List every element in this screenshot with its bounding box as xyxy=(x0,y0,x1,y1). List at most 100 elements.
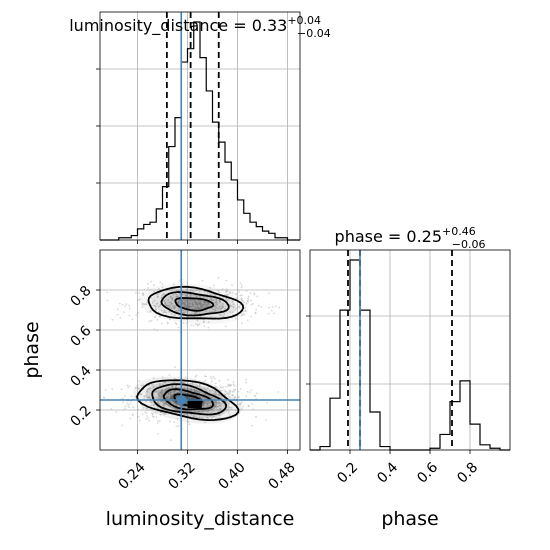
scatter-point xyxy=(247,405,250,408)
scatter-point xyxy=(207,405,210,408)
scatter-point xyxy=(145,418,147,420)
scatter-point xyxy=(198,312,201,315)
scatter-point xyxy=(230,406,233,409)
scatter-point xyxy=(143,395,146,398)
scatter-point xyxy=(234,309,237,312)
scatter-point xyxy=(129,402,132,405)
scatter-point xyxy=(195,308,198,310)
scatter-point xyxy=(211,389,214,392)
scatter-point xyxy=(190,294,193,296)
scatter-point xyxy=(236,403,239,406)
scatter-point xyxy=(246,390,249,393)
scatter-point xyxy=(208,395,211,397)
scatter-point xyxy=(189,382,192,385)
scatter-point xyxy=(177,425,180,428)
scatter-point xyxy=(178,408,181,411)
scatter-point xyxy=(152,404,155,407)
scatter-point xyxy=(118,302,121,305)
scatter-point xyxy=(175,293,178,296)
title-luminosity-distance-equals: = xyxy=(228,16,252,35)
scatter-point xyxy=(231,284,233,286)
scatter-point xyxy=(271,305,274,308)
phase-xtick-label: 0.8 xyxy=(454,460,481,487)
scatter-point xyxy=(128,307,131,310)
scatter-point xyxy=(202,304,205,306)
scatter-point xyxy=(124,405,127,407)
scatter-point xyxy=(205,310,207,313)
scatter-point xyxy=(141,306,144,309)
scatter-point xyxy=(215,298,218,301)
scatter-point xyxy=(143,396,146,399)
scatter-point xyxy=(246,300,249,302)
luminosity-distance-histogram-step xyxy=(100,21,300,241)
scatter-point xyxy=(245,290,248,292)
scatter-point xyxy=(169,420,171,423)
scatter-point xyxy=(184,301,187,304)
scatter-point xyxy=(183,386,186,388)
scatter-point xyxy=(157,392,160,395)
scatter-point xyxy=(164,302,167,304)
scatter-point xyxy=(158,389,161,392)
scatter-point xyxy=(218,314,221,316)
scatter-point xyxy=(115,410,118,413)
scatter-point xyxy=(166,396,169,399)
scatter-point xyxy=(143,288,146,291)
phase-ytick-label: 0.4 xyxy=(68,363,95,390)
scatter-point xyxy=(165,311,168,314)
scatter-point xyxy=(236,303,239,306)
scatter-point xyxy=(216,401,219,403)
scatter-point xyxy=(192,382,194,385)
scatter-point xyxy=(132,406,135,409)
scatter-point xyxy=(225,288,228,291)
scatter-point xyxy=(175,395,178,398)
title-luminosity-distance-minus: −0.04 xyxy=(297,27,331,40)
scatter-point xyxy=(273,312,275,315)
scatter-point xyxy=(154,397,156,399)
scatter-point xyxy=(182,322,185,325)
scatter-point xyxy=(219,307,222,310)
scatter-point xyxy=(227,393,230,396)
phase-ytick-label: 0.8 xyxy=(68,283,95,310)
phase-xtick-label: 0.4 xyxy=(374,459,401,486)
scatter-point xyxy=(138,292,141,294)
scatter-point xyxy=(165,403,168,406)
scatter-point xyxy=(203,290,206,293)
scatter-point xyxy=(235,307,238,310)
scatter-point xyxy=(229,311,232,313)
scatter-point xyxy=(175,425,178,428)
scatter-point xyxy=(221,288,224,290)
scatter-point xyxy=(122,311,125,314)
scatter-point xyxy=(188,423,191,426)
scatter-point xyxy=(130,395,133,398)
scatter-point xyxy=(195,323,197,325)
scatter-point xyxy=(169,295,172,298)
scatter-point xyxy=(201,279,204,282)
density-layer xyxy=(176,297,212,311)
scatter-point xyxy=(225,385,227,388)
scatter-point xyxy=(158,394,161,397)
scatter-point xyxy=(229,384,232,387)
scatter-point xyxy=(249,292,252,294)
scatter-point xyxy=(213,393,216,396)
scatter-point xyxy=(247,297,250,300)
scatter-point xyxy=(161,394,164,397)
scatter-point xyxy=(124,305,126,308)
scatter-point xyxy=(146,301,149,303)
y-axis-label-phase: phase xyxy=(21,321,43,378)
scatter-point xyxy=(264,419,267,421)
scatter-point xyxy=(216,408,218,411)
scatter-point xyxy=(227,298,230,301)
scatter-point xyxy=(239,282,242,285)
scatter-point xyxy=(202,296,204,298)
scatter-point xyxy=(200,303,203,306)
scatter-point xyxy=(158,287,160,290)
scatter-point xyxy=(242,405,244,408)
scatter-point xyxy=(171,386,173,388)
scatter-point xyxy=(208,402,211,404)
scatter-point xyxy=(106,291,109,294)
scatter-point xyxy=(207,409,210,412)
scatter-point xyxy=(146,390,149,393)
scatter-point xyxy=(204,421,206,424)
scatter-point xyxy=(176,403,179,406)
scatter-point xyxy=(207,400,210,403)
